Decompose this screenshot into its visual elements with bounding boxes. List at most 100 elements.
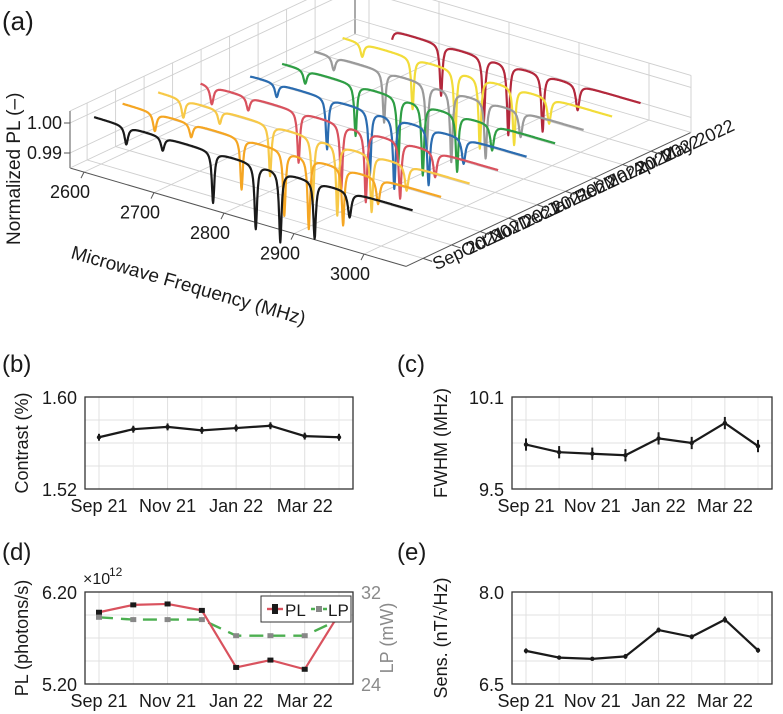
data-point: [336, 435, 342, 440]
legend-lp-label: LP: [328, 601, 349, 620]
y-tick-label: 5.20: [42, 675, 77, 695]
data-point: [199, 428, 205, 433]
x-axis-line: [69, 167, 407, 267]
x-gridline-floor: [83, 37, 370, 173]
y-tick: [422, 257, 433, 262]
series-line: [98, 424, 340, 439]
pl-data-point: [233, 664, 240, 670]
x-tick-label: Sep 21: [70, 496, 127, 516]
lp-data-point: [96, 614, 102, 620]
z-gridline: [69, 18, 356, 154]
z-gridline: [69, 0, 333, 124]
pl-data-point: [96, 609, 102, 615]
data-point: [689, 440, 694, 446]
data-point: [302, 433, 307, 439]
x-tick-label: Nov 21: [564, 691, 621, 711]
z-gridline: [390, 0, 692, 88]
x-tick-label: Jan 22: [209, 691, 263, 711]
pl-data-point: [164, 601, 171, 607]
data-point: [590, 451, 595, 456]
axis-multiplier: ×10: [83, 571, 110, 588]
plot-frame: [511, 591, 773, 685]
x-tick: [220, 212, 225, 220]
x-tick-label: Nov 21: [139, 691, 196, 711]
pl-series-line: [98, 602, 340, 671]
data-point: [722, 420, 728, 426]
data-point: [556, 655, 562, 660]
axis-multiplier-exponent: 12: [109, 565, 123, 579]
x-tick-label: Nov 21: [139, 496, 196, 516]
waterfall-z-ticks: 0.99 1.00: [27, 113, 70, 163]
panel-e-label: (e): [397, 539, 426, 566]
data-point: [623, 453, 628, 458]
y2-tick-label: 24: [361, 675, 381, 695]
x-tick-label: Jan 22: [209, 496, 263, 516]
pl-data-point: [301, 666, 308, 672]
data-point: [755, 648, 761, 653]
y-tick: [508, 217, 518, 222]
legend-lp-marker: [316, 606, 322, 612]
y2-axis-label: LP (mW): [377, 603, 397, 674]
waterfall-z-label: Normalized PL (–): [4, 93, 25, 245]
spectrum-line: [93, 116, 414, 244]
z-tick-label: 1.00: [27, 113, 62, 133]
y-tick: [479, 231, 490, 236]
data-point: [523, 648, 529, 654]
y-tick-label: 1.52: [42, 480, 77, 500]
plot-frame: [511, 396, 773, 490]
x-tick: [290, 233, 295, 240]
data-point: [755, 443, 761, 449]
data-point: [590, 656, 595, 662]
data-point: [165, 424, 170, 430]
x-tick-label: Mar 22: [277, 496, 333, 516]
data-point: [689, 634, 694, 639]
data-point: [556, 450, 562, 455]
wall-top: [431, 0, 692, 76]
data-point: [131, 427, 136, 432]
x-tick-label: 2800: [190, 223, 230, 243]
lp-data-point: [130, 617, 137, 623]
data-point: [623, 654, 628, 659]
y-tick-label: 10.1: [469, 388, 504, 408]
y-tick: [565, 190, 575, 195]
wall-top: [69, 0, 308, 112]
lp-series-line: [98, 616, 340, 637]
spectrum-line: [121, 102, 442, 231]
y-axis-label: FWHM (MHz): [431, 388, 451, 498]
y-tick: [650, 150, 661, 155]
series-line: [525, 618, 759, 660]
x-tick-label: Mar 22: [697, 496, 753, 516]
x-tick-label: Jan 22: [632, 496, 686, 516]
x-tick: [80, 171, 85, 179]
y-tick: [536, 204, 547, 209]
panel-c-fwhm: (c) 9.5 10.1 Sep 21 Nov 21 Jan 22 Mar 22 FWHM …: [397, 351, 773, 516]
y-tick-label: 9.5: [479, 480, 504, 500]
y-axis-label: PL (photons/s): [12, 580, 32, 696]
waterfall-series: [93, 32, 642, 244]
panel-c-label: (c): [397, 351, 425, 378]
pl-data-point: [267, 657, 274, 663]
spectrum-line: [281, 62, 556, 177]
x-tick-label: 3000: [330, 264, 370, 284]
data-point: [656, 627, 661, 633]
x-gridline-floor: [363, 119, 650, 255]
date-tick-label: May 2022: [657, 115, 737, 167]
panel-a-label: (a): [2, 6, 34, 36]
plot-frame: [84, 396, 354, 490]
x-tick-label: Jan 22: [632, 691, 686, 711]
data-point: [722, 617, 728, 622]
panel-b-label: (b): [2, 351, 31, 378]
x-tick-label: 2700: [120, 203, 160, 223]
y-tick: [593, 177, 604, 182]
pl-data-point: [130, 602, 137, 608]
y-tick-label: 6.20: [42, 583, 77, 603]
spectrum-line: [391, 32, 642, 137]
panel-d-label: (d): [2, 539, 31, 566]
y-tick: [451, 244, 461, 249]
y2-tick-label: 32: [361, 583, 381, 603]
spectrum-line: [313, 50, 585, 164]
